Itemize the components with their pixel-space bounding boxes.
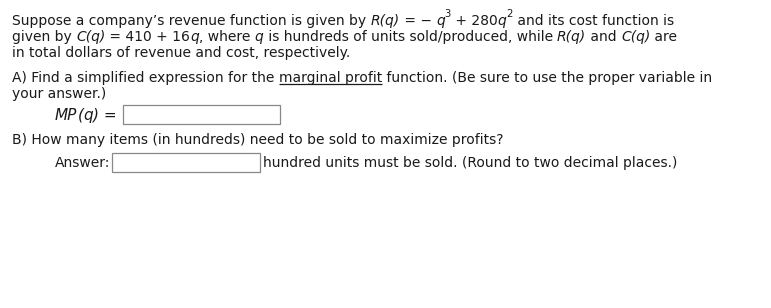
Text: C(q): C(q)	[76, 30, 106, 44]
Text: = −: = −	[399, 14, 436, 28]
Text: function. (Be sure to use the proper variable in: function. (Be sure to use the proper var…	[382, 71, 712, 85]
Text: R(q): R(q)	[371, 14, 399, 28]
Text: marginal profit: marginal profit	[279, 71, 382, 85]
Text: q: q	[436, 14, 445, 28]
Text: are: are	[651, 30, 678, 44]
Text: C(q): C(q)	[621, 30, 651, 44]
Text: hundred units must be sold. (Round to two decimal places.): hundred units must be sold. (Round to tw…	[264, 156, 678, 170]
Text: B) How many items (in hundreds) need to be sold to maximize profits?: B) How many items (in hundreds) need to …	[12, 133, 503, 147]
Text: Suppose a company’s revenue function is given by: Suppose a company’s revenue function is …	[12, 14, 371, 28]
Text: q: q	[190, 30, 199, 44]
Text: your answer.): your answer.)	[12, 87, 106, 101]
Text: q: q	[498, 14, 507, 28]
Text: 3: 3	[445, 9, 451, 19]
Text: MP: MP	[55, 108, 77, 123]
FancyBboxPatch shape	[113, 153, 261, 172]
Text: ): )	[93, 108, 99, 123]
Text: and its cost function is: and its cost function is	[513, 14, 674, 28]
Text: =: =	[99, 108, 122, 123]
Text: is hundreds of units sold/produced, while: is hundreds of units sold/produced, whil…	[264, 30, 557, 44]
Text: R(q): R(q)	[557, 30, 586, 44]
Text: q: q	[254, 30, 264, 44]
Text: + 280: + 280	[451, 14, 498, 28]
Text: given by: given by	[12, 30, 76, 44]
Text: , where: , where	[199, 30, 254, 44]
FancyBboxPatch shape	[123, 105, 280, 124]
Text: and: and	[586, 30, 621, 44]
Text: q: q	[83, 108, 93, 123]
Text: = 410 + 16: = 410 + 16	[106, 30, 190, 44]
Text: (: (	[77, 108, 83, 123]
Text: in total dollars of revenue and cost, respectively.: in total dollars of revenue and cost, re…	[12, 46, 350, 60]
Text: Answer:: Answer:	[55, 156, 110, 170]
Text: A) Find a simplified expression for the: A) Find a simplified expression for the	[12, 71, 279, 85]
Text: 2: 2	[507, 9, 513, 19]
